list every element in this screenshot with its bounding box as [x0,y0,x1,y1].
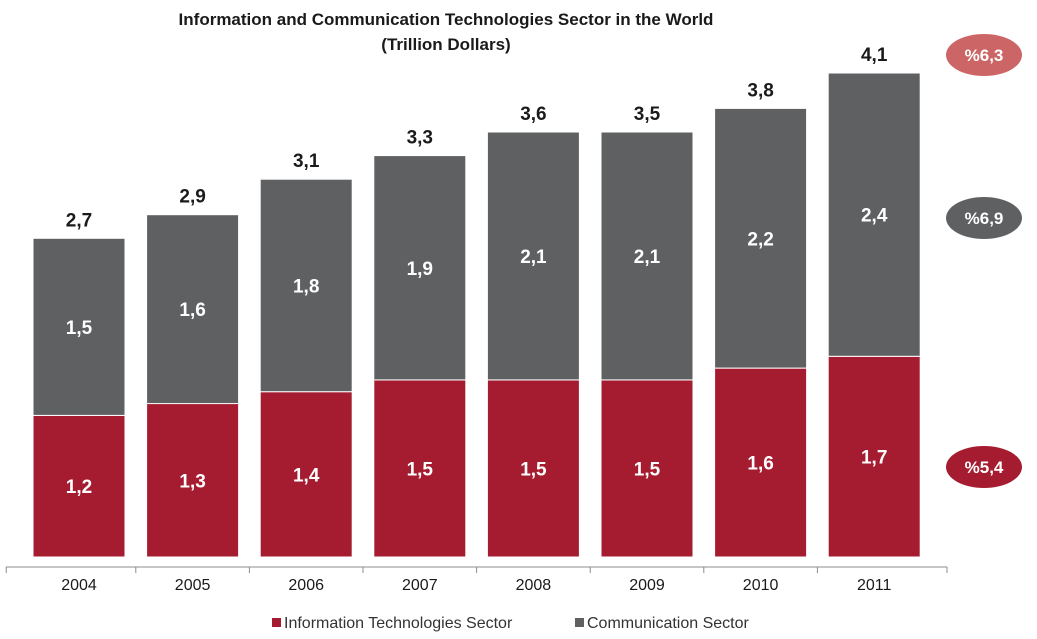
data-label-comm-2005: 1,6 [179,300,205,321]
data-label-it-2011: 1,7 [861,448,887,469]
bar-segment-it-2004 [32,414,126,558]
x-tick-label-2007: 2007 [402,577,438,594]
total-label-2010: 3,8 [747,80,773,101]
total-label-2011: 4,1 [861,45,888,66]
legend-label-comm: Communication Sector [587,615,750,632]
data-label-it-2007: 1,5 [407,460,434,481]
data-label-comm-2010: 2,2 [747,229,773,250]
growth-badge-label-1: %6,3 [965,46,1004,65]
growth-badge-label-3: %5,4 [965,458,1004,477]
bar-segment-it-2006 [259,391,353,558]
bar-segment-it-2011 [827,355,921,558]
bar-segment-it-2009 [600,379,694,558]
chart-subtitle: (Trillion Dollars) [381,35,510,54]
legend-swatch-it [272,618,281,627]
data-label-comm-2004: 1,5 [66,318,93,339]
bar-segment-comm-2008 [486,131,580,381]
bar-segment-it-2007 [373,379,467,558]
data-label-comm-2006: 1,8 [293,277,319,298]
total-label-2006: 3,1 [293,151,320,172]
legend: Information Technologies Sector Communica… [272,615,750,632]
data-label-it-2006: 1,4 [293,465,320,486]
data-label-it-2008: 1,5 [520,460,547,481]
chart-title: Information and Communication Technologi… [179,10,714,29]
bar-segment-comm-2010 [714,107,808,369]
data-label-comm-2009: 2,1 [634,247,661,268]
data-label-comm-2011: 2,4 [861,206,888,227]
growth-badge-1 [946,34,1022,76]
data-label-it-2009: 1,5 [634,460,661,481]
x-axis: 2004 2005 2006 2007 2008 2009 2010 2011 [5,566,948,594]
bar-segment-comm-2011 [827,72,921,357]
x-tick-label-2010: 2010 [743,577,779,594]
growth-badge-label-2: %6,9 [965,209,1004,228]
data-label-comm-2008: 2,1 [520,247,547,268]
total-label-2009: 3,5 [634,104,661,125]
x-tick-label-2011: 2011 [857,577,892,594]
x-tick-label-2005: 2005 [175,577,211,594]
x-tick-label-2004: 2004 [61,577,97,594]
total-label-2007: 3,3 [407,128,433,149]
x-tick-label-2008: 2008 [516,577,552,594]
legend-swatch-comm [575,618,584,627]
x-tick-label-2009: 2009 [629,577,665,594]
bar-segment-comm-2009 [600,131,694,381]
total-label-2004: 2,7 [66,210,92,231]
bar-segment-it-2008 [486,379,580,558]
legend-label-it: Information Technologies Sector [284,615,513,632]
bar-segment-comm-2004 [32,237,126,416]
bar-segment-it-2010 [714,367,808,558]
total-label-2005: 2,9 [179,187,205,208]
growth-badge-3 [946,446,1022,488]
data-label-it-2005: 1,3 [179,471,205,492]
data-label-it-2010: 1,6 [747,454,773,475]
x-tick-label-2006: 2006 [288,577,324,594]
bar-segment-comm-2006 [259,178,353,393]
total-label-2008: 3,6 [520,104,546,125]
data-label-comm-2007: 1,9 [407,259,433,280]
growth-badges: %6,3 %6,9 %5,4 [946,34,1022,488]
data-label-it-2004: 1,2 [66,477,92,498]
bar-segment-comm-2005 [146,214,240,405]
growth-badge-2 [946,197,1022,239]
bars: 1,2 1,5 2,7 1,3 1,6 2,9 1,4 1,8 3,1 1,5 1,9 3,3 1,5 2… [32,45,921,558]
bar-segment-comm-2007 [373,155,467,381]
